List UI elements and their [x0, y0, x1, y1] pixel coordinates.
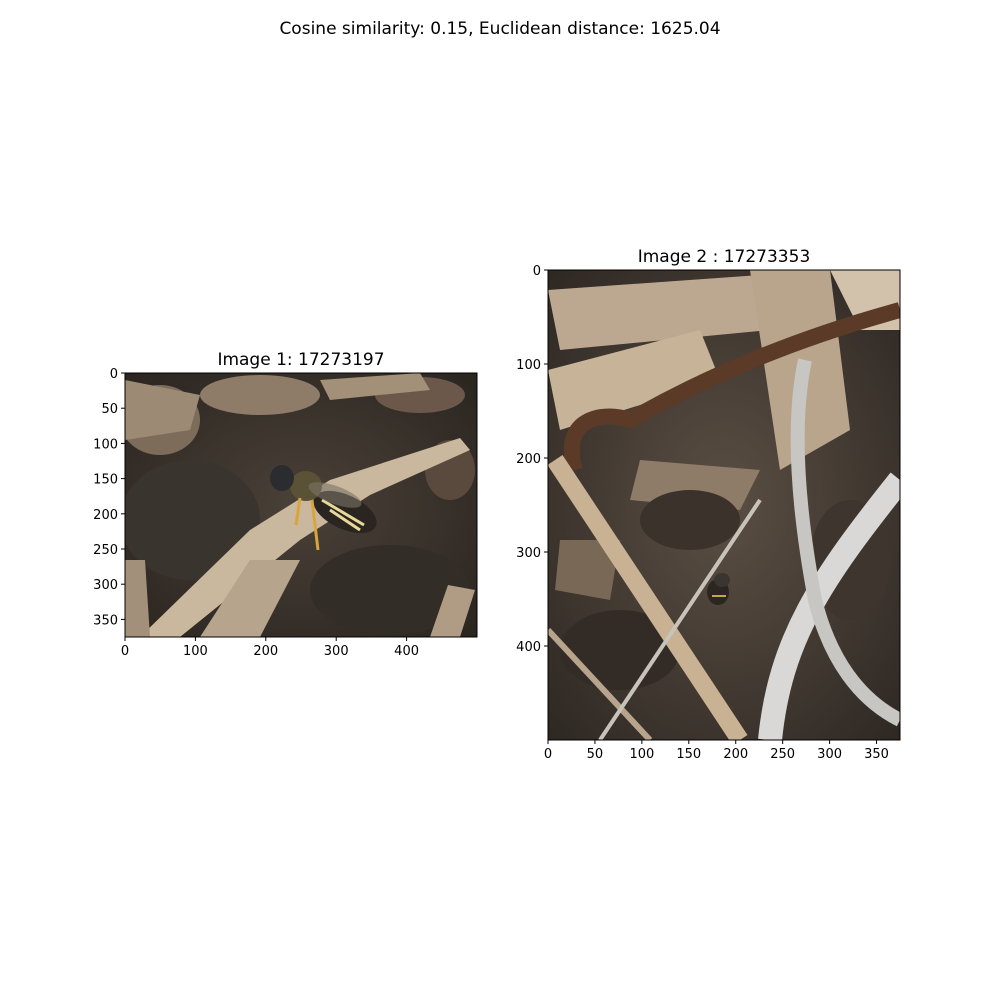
bee-shape [270, 465, 377, 551]
x-tick-label: 50 [587, 747, 604, 762]
y-tick-label: 400 [516, 640, 541, 655]
x-tick-label: 0 [544, 747, 552, 762]
bee-shape-small [707, 573, 730, 605]
y-tick-label: 100 [516, 358, 541, 373]
x-tick-label: 300 [817, 747, 842, 762]
y-tick-label: 50 [101, 402, 118, 417]
y-tick-label: 150 [93, 473, 118, 488]
subplot-2-title: Image 2 : 17273353 [638, 247, 811, 267]
y-tick-label: 300 [516, 546, 541, 561]
subplot-1-frame [124, 372, 478, 638]
x-tick-label: 250 [770, 747, 795, 762]
x-tick-label: 150 [676, 747, 701, 762]
x-tick-label: 200 [723, 747, 748, 762]
subplot-2-frame [547, 269, 901, 741]
photo-bee-among-stems [548, 270, 900, 740]
x-tick-label: 200 [253, 644, 278, 659]
photo-bee-on-wood-chips [125, 373, 477, 637]
subplot-1-title: Image 1: 17273197 [217, 350, 384, 370]
x-tick-label: 0 [121, 644, 129, 659]
x-tick-label: 400 [394, 644, 419, 659]
subplot-2: Image 2 : 17273353 [516, 247, 901, 762]
y-tick-label: 200 [93, 508, 118, 523]
x-tick-label: 100 [183, 644, 208, 659]
y-tick-label: 200 [516, 452, 541, 467]
x-tick-label: 300 [324, 644, 349, 659]
subplot-2-ticks: 0 50 100 150 200 250 300 350 0 100 200 300 400 [516, 264, 889, 762]
subplot-1: Image 1: 17273197 [93, 350, 478, 659]
y-tick-label: 0 [110, 367, 118, 382]
figure-suptitle: Cosine similarity: 0.15, Euclidean dista… [279, 19, 720, 39]
subplot-1-ticks: 0 100 200 300 400 0 50 100 150 200 250 300 350 [93, 367, 419, 659]
y-tick-label: 0 [533, 264, 541, 279]
y-tick-label: 100 [93, 437, 118, 452]
x-tick-label: 100 [629, 747, 654, 762]
y-tick-label: 250 [93, 543, 118, 558]
y-tick-label: 300 [93, 578, 118, 593]
x-tick-label: 350 [864, 747, 889, 762]
y-tick-label: 350 [93, 613, 118, 628]
